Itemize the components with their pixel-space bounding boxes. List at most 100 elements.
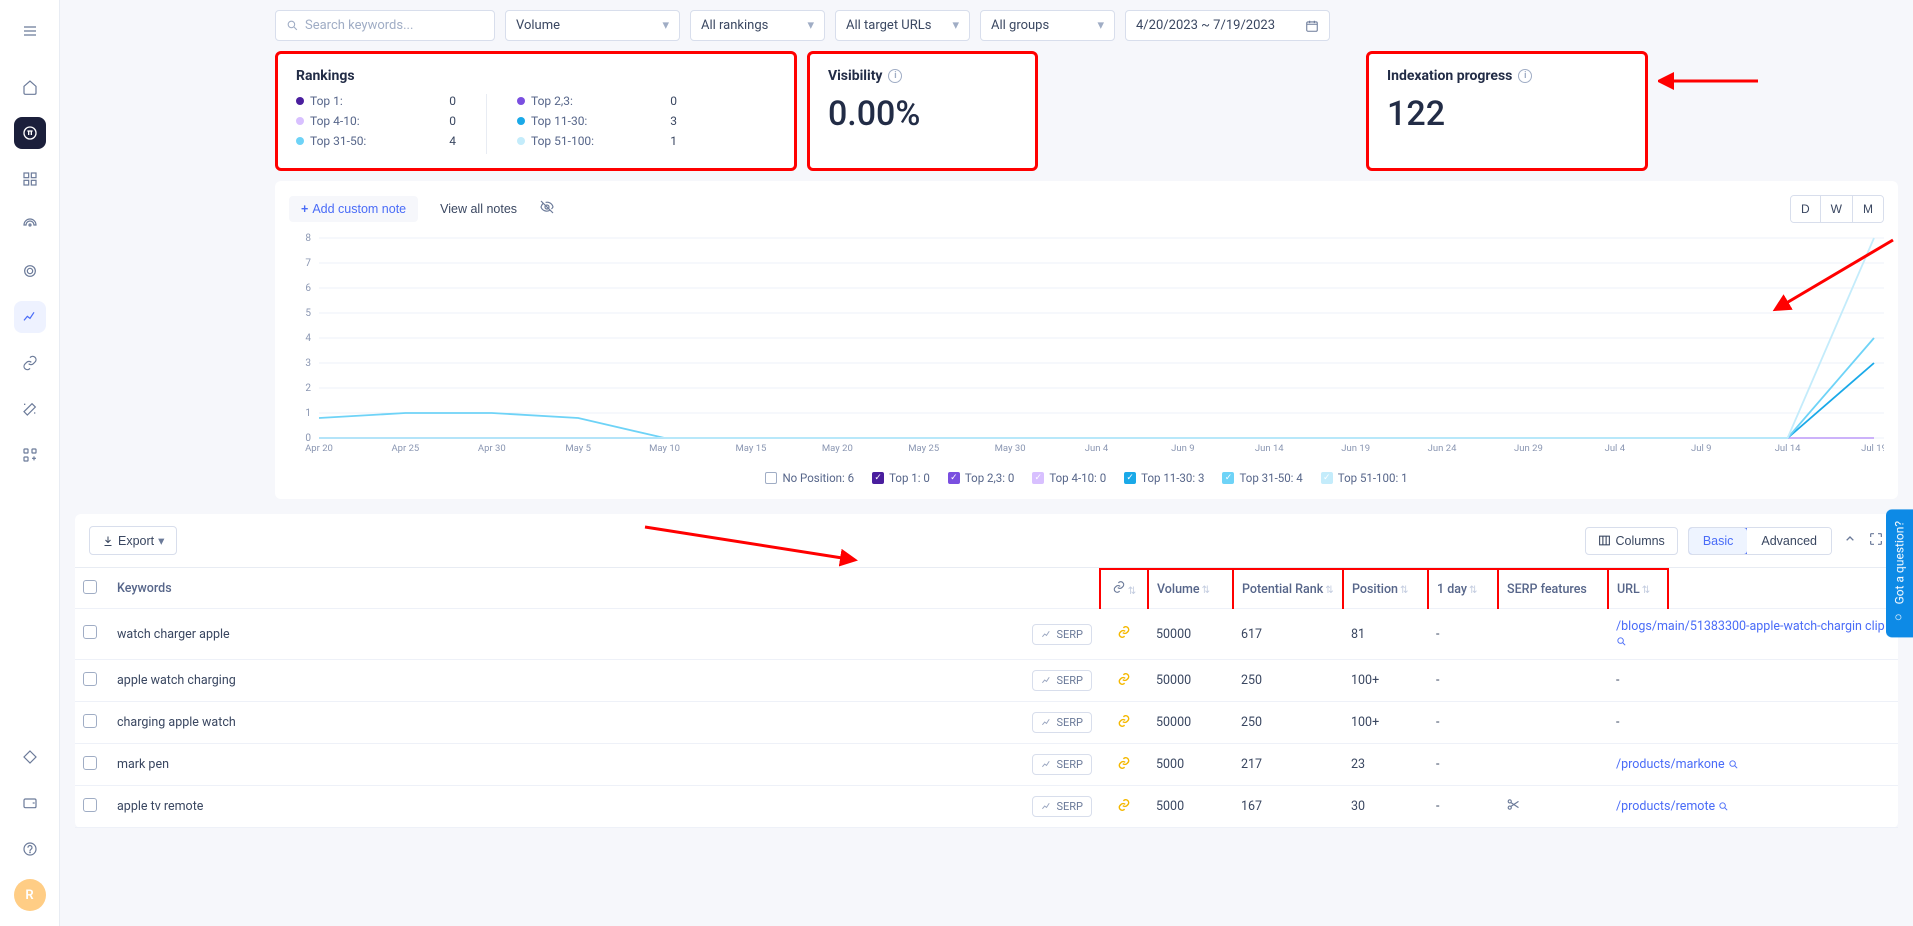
svg-text:8: 8 <box>305 233 311 244</box>
col-link[interactable]: ⇅ <box>1100 569 1148 609</box>
mode-basic[interactable]: Basic <box>1688 527 1749 555</box>
row-checkbox[interactable] <box>83 798 97 812</box>
cell-url: /products/markone <box>1608 744 1898 786</box>
svg-text:Jun 29: Jun 29 <box>1514 443 1543 454</box>
pi-icon[interactable] <box>14 117 46 149</box>
legend-checkbox[interactable] <box>1124 472 1136 484</box>
chart-panel: +Add custom note View all notes D W M 01… <box>275 181 1898 499</box>
url-link[interactable]: /products/remote <box>1616 799 1729 814</box>
cell-oneday: - <box>1428 786 1498 828</box>
legend-checkbox[interactable] <box>872 472 884 484</box>
cell-position: 23 <box>1343 744 1428 786</box>
rank-label: Top 2,3: <box>531 94 573 108</box>
mode-advanced[interactable]: Advanced <box>1747 528 1831 554</box>
annotation-arrow <box>1658 66 1768 96</box>
legend-item[interactable]: Top 51-100: 1 <box>1321 471 1408 485</box>
cell-serp <box>1498 744 1608 786</box>
avatar[interactable]: R <box>14 879 46 911</box>
rank-item: Top 31-50:4 <box>296 134 456 148</box>
legend-item[interactable]: Top 31-50: 4 <box>1222 471 1302 485</box>
svg-text:Jun 19: Jun 19 <box>1341 443 1370 454</box>
cell-url: /products/remote <box>1608 786 1898 828</box>
rank-value: 3 <box>670 114 677 128</box>
serp-button[interactable]: SERP <box>1032 670 1092 691</box>
col-serp[interactable]: SERP features <box>1498 569 1608 609</box>
apps-icon[interactable] <box>14 439 46 471</box>
legend-checkbox[interactable] <box>1032 472 1044 484</box>
svg-text:6: 6 <box>305 283 311 294</box>
svg-text:Jul 14: Jul 14 <box>1775 443 1801 454</box>
legend-item[interactable]: Top 4-10: 0 <box>1032 471 1106 485</box>
expand-icon[interactable] <box>1868 531 1884 551</box>
select-all-checkbox[interactable] <box>83 580 97 594</box>
legend-checkbox[interactable] <box>1321 472 1333 484</box>
cell-keyword: apple watch charging <box>109 660 1024 702</box>
period-m[interactable]: M <box>1853 196 1883 222</box>
volume-filter[interactable]: Volume▾ <box>505 10 680 41</box>
svg-text:Jun 4: Jun 4 <box>1085 443 1109 454</box>
row-checkbox[interactable] <box>83 625 97 639</box>
home-icon[interactable] <box>14 71 46 103</box>
collapse-icon[interactable] <box>1842 531 1858 551</box>
columns-button[interactable]: Columns <box>1585 527 1677 555</box>
target-icon[interactable] <box>14 255 46 287</box>
cell-url: - <box>1608 702 1898 744</box>
col-keywords[interactable]: Keywords <box>109 569 1024 609</box>
date-filter[interactable]: 4/20/2023 ~ 7/19/2023 <box>1125 10 1330 41</box>
row-checkbox[interactable] <box>83 672 97 686</box>
rankings-filter[interactable]: All rankings▾ <box>690 10 825 41</box>
legend-item[interactable]: Top 1: 0 <box>872 471 930 485</box>
legend-item[interactable]: Top 2,3: 0 <box>948 471 1014 485</box>
help-tab[interactable]: ○Got a question? <box>1886 509 1913 637</box>
cell-volume: 5000 <box>1148 744 1233 786</box>
svg-text:Jun 9: Jun 9 <box>1171 443 1194 454</box>
col-position[interactable]: Position⇅ <box>1343 569 1428 609</box>
help-icon[interactable] <box>14 833 46 865</box>
link-icon[interactable] <box>14 347 46 379</box>
legend-item[interactable]: No Position: 6 <box>765 471 854 485</box>
period-w[interactable]: W <box>1821 196 1853 222</box>
col-url[interactable]: URL⇅ <box>1608 569 1668 609</box>
add-note-button[interactable]: +Add custom note <box>289 196 418 222</box>
cell-potential: 167 <box>1233 786 1343 828</box>
export-button[interactable]: Export▾ <box>89 526 177 555</box>
menu-icon[interactable] <box>14 15 46 47</box>
row-checkbox[interactable] <box>83 714 97 728</box>
serp-button[interactable]: SERP <box>1032 754 1092 775</box>
grid-icon[interactable] <box>14 163 46 195</box>
col-oneday[interactable]: 1 day⇅ <box>1428 569 1498 609</box>
wallet-icon[interactable] <box>14 787 46 819</box>
legend-item[interactable]: Top 11-30: 3 <box>1124 471 1204 485</box>
cell-serp <box>1498 660 1608 702</box>
serp-button[interactable]: SERP <box>1032 712 1092 733</box>
legend-checkbox[interactable] <box>765 472 777 484</box>
legend-checkbox[interactable] <box>1222 472 1234 484</box>
serp-button[interactable]: SERP <box>1032 624 1092 645</box>
url-link[interactable]: /blogs/main/51383300-apple-watch-chargin… <box>1616 619 1885 649</box>
svg-text:May 30: May 30 <box>995 443 1026 454</box>
info-icon[interactable]: i <box>888 69 902 83</box>
columns-icon <box>1598 534 1611 547</box>
row-checkbox[interactable] <box>83 756 97 770</box>
url-link[interactable]: /products/markone <box>1616 757 1739 772</box>
serp-button[interactable]: SERP <box>1032 796 1092 817</box>
cell-oneday: - <box>1428 702 1498 744</box>
chart-line-icon[interactable] <box>14 301 46 333</box>
urls-filter[interactable]: All target URLs▾ <box>835 10 970 41</box>
search-input[interactable]: Search keywords... <box>275 10 495 41</box>
groups-filter[interactable]: All groups▾ <box>980 10 1115 41</box>
wand-icon[interactable] <box>14 393 46 425</box>
eye-off-icon[interactable] <box>539 199 555 219</box>
svg-text:Jul 19: Jul 19 <box>1861 443 1884 454</box>
gauge-icon[interactable] <box>14 209 46 241</box>
rankings-card: Rankings Top 1:0Top 4-10:0Top 31-50:4 To… <box>275 51 797 171</box>
col-volume[interactable]: Volume⇅ <box>1148 569 1233 609</box>
col-potential[interactable]: Potential Rank⇅ <box>1233 569 1343 609</box>
diamond-icon[interactable] <box>14 741 46 773</box>
view-notes-button[interactable]: View all notes <box>428 196 529 222</box>
search-icon <box>1616 636 1627 647</box>
legend-checkbox[interactable] <box>948 472 960 484</box>
period-d[interactable]: D <box>1791 196 1821 222</box>
cell-oneday: - <box>1428 660 1498 702</box>
info-icon[interactable]: i <box>1518 69 1532 83</box>
